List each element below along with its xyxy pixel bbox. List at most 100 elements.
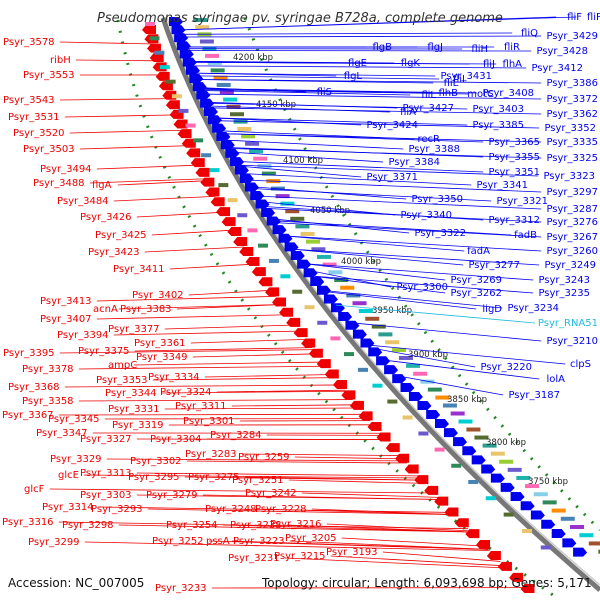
gene-label-right[interactable]: Psyr_3408 — [482, 88, 534, 99]
gene-label-right[interactable]: lolA — [546, 374, 565, 385]
gene-label-left[interactable]: Psyr_3353 — [96, 375, 148, 386]
gene-label-left[interactable]: Psyr_3378 — [22, 364, 74, 375]
gene-label-left[interactable]: Psyr_3314 — [42, 502, 94, 513]
gene-label-right[interactable]: flgL — [344, 71, 363, 82]
gene-label-left[interactable]: ribH — [50, 55, 71, 66]
gene-label-left[interactable]: Psyr_3407 — [40, 314, 92, 325]
gene-label-right[interactable]: Psyr_3297 — [546, 187, 598, 198]
gene-label-right[interactable]: Psyr_3249 — [544, 260, 596, 271]
gene-label-right[interactable]: fliH — [471, 44, 488, 55]
gene-label-right[interactable]: Psyr_3220 — [480, 362, 532, 373]
gene-label-left[interactable]: Psyr_3324 — [160, 387, 212, 398]
gene-label-right[interactable]: fliL — [421, 90, 436, 101]
gene-label-left[interactable]: Psyr_3344 — [105, 388, 157, 399]
gene-label-right[interactable]: fliP — [587, 12, 600, 23]
gene-label-left[interactable]: Psyr_3303 — [80, 490, 132, 501]
gene-label-left[interactable]: acnA — [93, 304, 118, 315]
gene-label-left[interactable]: Psyr_3216 — [270, 519, 322, 530]
gene-label-left[interactable]: Psyr_3283 — [185, 449, 237, 460]
gene-label-right[interactable]: Psyr_3431 — [440, 71, 492, 82]
gene-label-right[interactable]: Psyr_3210 — [546, 336, 598, 347]
gene-label-left[interactable]: Psyr_3275 — [188, 472, 240, 483]
gene-label-right[interactable]: fliA — [400, 107, 416, 118]
gene-label-left[interactable]: Psyr_3293 — [91, 504, 143, 515]
gene-label-left[interactable]: Psyr_3411 — [113, 264, 165, 275]
gene-label-left[interactable]: Psyr_3531 — [8, 112, 60, 123]
gene-label-right[interactable]: ligD — [482, 304, 502, 315]
gene-label-right[interactable]: Psyr_3403 — [472, 104, 524, 115]
gene-label-right[interactable]: fliI — [453, 74, 465, 85]
gene-label-left[interactable]: Psyr_3251 — [232, 475, 284, 486]
gene-label-left[interactable]: Psyr_3578 — [3, 37, 55, 48]
gene-label-left[interactable]: Psyr_3395 — [3, 348, 55, 359]
gene-label-right[interactable]: Psyr_3341 — [476, 180, 528, 191]
gene-label-left[interactable]: Psyr_3375 — [78, 346, 130, 357]
gene-label-right[interactable]: Psyr_3322 — [414, 228, 466, 239]
gene-label-right[interactable]: Psyr_3412 — [531, 63, 583, 74]
gene-label-left[interactable]: Psyr_3279 — [146, 490, 198, 501]
gene-label-right[interactable]: Psyr_3365 — [488, 137, 540, 148]
gene-label-right[interactable]: Psyr_3350 — [411, 194, 463, 205]
gene-label-left[interactable]: Psyr_3302 — [130, 456, 182, 467]
gene-label-right[interactable]: Psyr_3269 — [450, 275, 502, 286]
gene-label-right[interactable]: fliR — [504, 42, 520, 53]
gene-label-right[interactable]: Psyr_3262 — [450, 288, 502, 299]
gene-label-right[interactable]: Psyr_3312 — [488, 215, 540, 226]
gene-label-left[interactable]: pssA — [206, 536, 230, 547]
gene-label-right[interactable]: flgK — [401, 58, 421, 69]
gene-label-left[interactable]: Psyr_3503 — [23, 144, 75, 155]
gene-label-right[interactable]: Psyr_3335 — [546, 137, 598, 148]
gene-label-right[interactable]: Psyr_3260 — [546, 246, 598, 257]
gene-label-left[interactable]: Psyr_3242 — [245, 488, 297, 499]
gene-label-left[interactable]: Psyr_3223 — [233, 536, 285, 547]
gene-label-left[interactable]: Psyr_3311 — [175, 401, 227, 412]
gene-label-left[interactable]: Psyr_3238 — [230, 520, 282, 531]
gene-label-left[interactable]: Psyr_3413 — [40, 296, 92, 307]
gene-label-right[interactable]: Psyr_3235 — [538, 288, 590, 299]
gene-label-left[interactable]: Psyr_3383 — [120, 304, 172, 315]
gene-label-left[interactable]: ampC — [108, 360, 137, 371]
gene-label-right[interactable]: flhB — [439, 88, 459, 99]
gene-label-left[interactable]: Psyr_3329 — [50, 454, 102, 465]
gene-label-left[interactable]: Psyr_3345 — [48, 414, 100, 425]
gene-label-right[interactable]: Psyr_3243 — [538, 275, 590, 286]
gene-label-left[interactable]: Psyr_3193 — [326, 547, 378, 558]
gene-label-left[interactable]: Psyr_3205 — [285, 533, 337, 544]
gene-label-left[interactable]: Psyr_3394 — [57, 330, 109, 341]
gene-label-right[interactable]: Psyr_3267 — [546, 232, 598, 243]
gene-label-right[interactable]: Psyr_3384 — [388, 157, 440, 168]
gene-label-right[interactable]: Psyr_3187 — [508, 390, 560, 401]
gene-label-right[interactable]: Psyr_3388 — [408, 144, 460, 155]
gene-label-left[interactable]: Psyr_3313 — [80, 468, 132, 479]
gene-label-left[interactable]: Psyr_3484 — [57, 196, 109, 207]
gene-label-right[interactable]: Psyr_3321 — [496, 196, 548, 207]
gene-label-right[interactable]: motC — [467, 89, 494, 100]
gene-label-left[interactable]: Psyr_3298 — [62, 520, 114, 531]
gene-label-right[interactable]: Psyr_3362 — [546, 109, 598, 120]
gene-label-left[interactable]: Psyr_3301 — [183, 416, 235, 427]
gene-label-right[interactable]: fliS — [317, 87, 332, 98]
gene-label-right[interactable]: Psyr_3386 — [546, 78, 598, 89]
gene-label-left[interactable]: Psyr_3425 — [95, 230, 147, 241]
gene-label-left[interactable]: Psyr_3304 — [150, 434, 202, 445]
gene-label-right[interactable]: Psyr_3352 — [544, 123, 596, 134]
gene-label-left[interactable]: Psyr_3295 — [128, 472, 180, 483]
gene-label-left[interactable]: Psyr_3331 — [108, 404, 160, 415]
gene-label-left[interactable]: flgA — [92, 180, 112, 191]
gene-label-right[interactable]: flhA — [503, 59, 523, 70]
gene-label-left[interactable]: Psyr_3233 — [155, 583, 207, 594]
gene-label-right[interactable]: Psyr_3429 — [546, 31, 598, 42]
gene-label-right[interactable]: Psyr_3340 — [400, 210, 452, 221]
gene-label-right[interactable]: Psyr_3300 — [396, 282, 448, 293]
gene-label-right[interactable]: Psyr_3372 — [546, 94, 598, 105]
gene-label-left[interactable]: Psyr_3248 — [205, 504, 257, 515]
gene-label-left[interactable]: glcF — [24, 484, 45, 495]
gene-label-left[interactable]: Psyr_3488 — [33, 178, 85, 189]
gene-label-right[interactable]: fadB — [514, 230, 537, 241]
gene-label-left[interactable]: Psyr_3254 — [166, 520, 218, 531]
gene-label-left[interactable]: Psyr_3543 — [3, 95, 55, 106]
gene-label-right[interactable]: flgE — [348, 58, 367, 69]
gene-label-left[interactable]: Psyr_3368 — [8, 382, 60, 393]
gene-label-left[interactable]: glcE — [58, 470, 79, 481]
gene-label-right[interactable]: Psyr_RNA51 — [538, 318, 598, 329]
